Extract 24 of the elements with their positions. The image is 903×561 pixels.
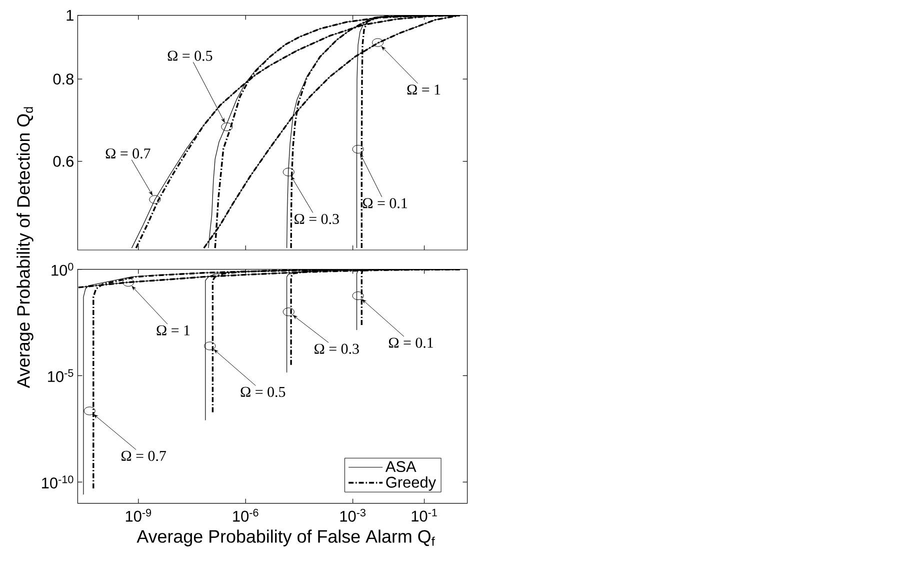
annotation: Ω = 0.5	[168, 50, 212, 61]
annotation: Ω = 0.1	[388, 338, 433, 348]
legend-label: ASA	[385, 461, 416, 472]
legend-label: Greedy	[386, 476, 436, 491]
x-tick-label: 10$^{-9}$	[126, 508, 152, 522]
annotation: Ω = 0.3	[314, 344, 359, 354]
annotation: Ω = 1	[156, 325, 190, 336]
y-axis-title: Average Probability of Detection Q$_{d}$	[16, 107, 34, 388]
annotation: Ω = 1	[407, 84, 440, 95]
y-tick-label: 10$^{0}$	[52, 262, 74, 276]
x-tick-label: 10$^{-1}$	[412, 508, 437, 522]
y-tick-label: 0.6	[53, 156, 74, 167]
y-tick-label: 0.8	[53, 74, 74, 85]
x-tick-label: 10$^{-3}$	[340, 508, 366, 522]
annotation: Ω = 0.3	[294, 214, 339, 224]
x-tick-label: 10$^{-6}$	[233, 508, 258, 522]
annotation: Ω = 0.5	[240, 386, 286, 398]
annotation: Ω = 0.7	[106, 148, 150, 159]
y-tick-label: 10$^{-5}$	[48, 369, 74, 382]
y-tick-label: 1	[66, 10, 74, 21]
x-axis-title: Average Probability of False Alarm Q$_{f}$	[136, 530, 435, 546]
annotation: Ω = 0.1	[362, 198, 407, 208]
annotation: Ω = 0.7	[122, 450, 166, 462]
y-tick-label: 10$^{-10}$	[42, 476, 74, 488]
